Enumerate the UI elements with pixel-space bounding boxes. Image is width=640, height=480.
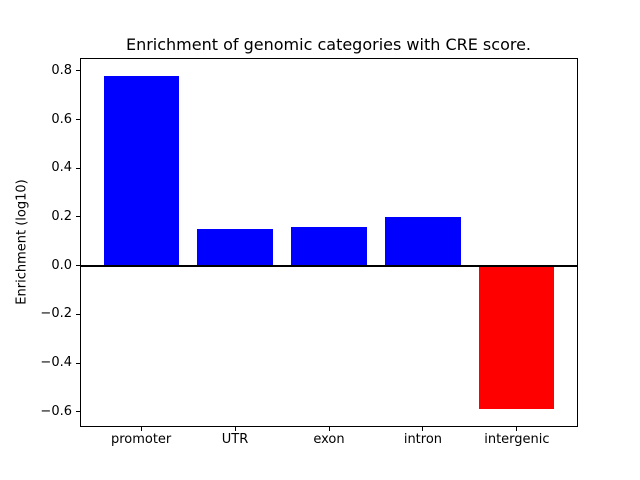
zero-line: [81, 264, 577, 267]
x-tick-mark: [422, 427, 423, 431]
plot-area: [80, 58, 578, 427]
y-tick-mark: [76, 70, 80, 71]
y-tick-label: −0.6: [40, 403, 72, 419]
y-tick-label: 0.2: [51, 208, 72, 224]
y-tick-mark: [76, 265, 80, 266]
x-tick-mark: [235, 427, 236, 431]
y-tick-label: 0.8: [51, 62, 72, 78]
y-tick-label: 0.0: [51, 257, 72, 273]
y-tick-mark: [76, 119, 80, 120]
x-tick-mark: [329, 427, 330, 431]
x-tick-label-intergenic: intergenic: [484, 432, 550, 447]
y-axis-label: Enrichment (log10): [14, 179, 30, 305]
x-tick-label-exon: exon: [313, 432, 345, 447]
x-tick-mark: [141, 427, 142, 431]
y-tick-label: 0.4: [51, 160, 72, 176]
bar-intron: [385, 216, 461, 266]
x-tick-mark: [516, 427, 517, 431]
x-tick-label-UTR: UTR: [221, 432, 249, 447]
y-tick-mark: [76, 314, 80, 315]
bar-promoter: [103, 75, 179, 266]
chart-title: Enrichment of genomic categories with CR…: [125, 35, 532, 54]
x-tick-label-intron: intron: [403, 432, 443, 447]
x-tick-label-promoter: promoter: [110, 432, 172, 447]
bar-exon: [291, 226, 367, 266]
y-tick-mark: [76, 363, 80, 364]
bar-intergenic: [479, 265, 555, 410]
bar-UTR: [197, 229, 273, 266]
y-tick-mark: [76, 216, 80, 217]
y-tick-label: 0.6: [51, 111, 72, 127]
y-tick-label: −0.2: [40, 306, 72, 322]
y-tick-label: −0.4: [40, 355, 72, 371]
y-tick-mark: [76, 411, 80, 412]
y-tick-mark: [76, 168, 80, 169]
